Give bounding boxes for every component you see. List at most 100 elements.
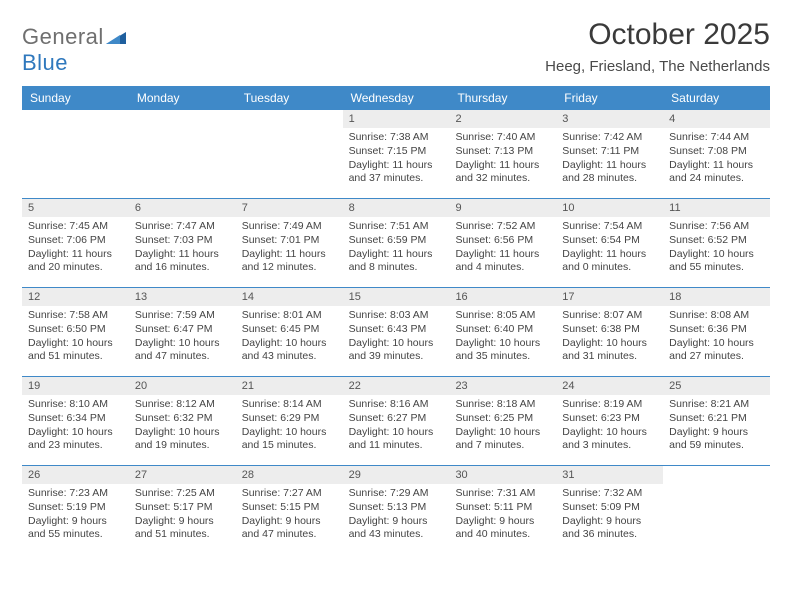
sunrise-text: Sunrise: 8:16 AM <box>349 398 444 412</box>
sunrise-text: Sunrise: 7:45 AM <box>28 220 123 234</box>
day-cell <box>22 110 129 198</box>
day-details: Sunrise: 7:25 AMSunset: 5:17 PMDaylight:… <box>129 484 236 546</box>
day-cell: 5Sunrise: 7:45 AMSunset: 7:06 PMDaylight… <box>22 199 129 287</box>
day-details: Sunrise: 7:38 AMSunset: 7:15 PMDaylight:… <box>343 128 450 190</box>
daylight2-text: and 0 minutes. <box>562 261 657 275</box>
logo-text-general: General <box>22 24 104 49</box>
day-details: Sunrise: 7:56 AMSunset: 6:52 PMDaylight:… <box>663 217 770 279</box>
daylight1-text: Daylight: 11 hours <box>669 159 764 173</box>
sunrise-text: Sunrise: 7:42 AM <box>562 131 657 145</box>
day-cell: 11Sunrise: 7:56 AMSunset: 6:52 PMDayligh… <box>663 199 770 287</box>
day-number: 23 <box>449 377 556 395</box>
day-number: 30 <box>449 466 556 484</box>
daylight2-text: and 12 minutes. <box>242 261 337 275</box>
day-number: 21 <box>236 377 343 395</box>
day-number: 31 <box>556 466 663 484</box>
day-cell: 31Sunrise: 7:32 AMSunset: 5:09 PMDayligh… <box>556 466 663 554</box>
daylight1-text: Daylight: 10 hours <box>242 337 337 351</box>
week-row: 1Sunrise: 7:38 AMSunset: 7:15 PMDaylight… <box>22 110 770 199</box>
day-number: 1 <box>343 110 450 128</box>
day-cell: 28Sunrise: 7:27 AMSunset: 5:15 PMDayligh… <box>236 466 343 554</box>
sunset-text: Sunset: 6:45 PM <box>242 323 337 337</box>
location-text: Heeg, Friesland, The Netherlands <box>545 58 770 75</box>
day-number: 5 <box>22 199 129 217</box>
sunrise-text: Sunrise: 8:14 AM <box>242 398 337 412</box>
daylight1-text: Daylight: 10 hours <box>135 337 230 351</box>
daylight1-text: Daylight: 10 hours <box>135 426 230 440</box>
daylight1-text: Daylight: 10 hours <box>455 337 550 351</box>
day-number: 28 <box>236 466 343 484</box>
sunrise-text: Sunrise: 8:05 AM <box>455 309 550 323</box>
day-details: Sunrise: 8:16 AMSunset: 6:27 PMDaylight:… <box>343 395 450 457</box>
sunset-text: Sunset: 5:11 PM <box>455 501 550 515</box>
sunrise-text: Sunrise: 7:25 AM <box>135 487 230 501</box>
daylight2-text: and 36 minutes. <box>562 528 657 542</box>
daylight2-text: and 51 minutes. <box>135 528 230 542</box>
day-cell: 15Sunrise: 8:03 AMSunset: 6:43 PMDayligh… <box>343 288 450 376</box>
day-number: 18 <box>663 288 770 306</box>
daylight2-text: and 59 minutes. <box>669 439 764 453</box>
sunset-text: Sunset: 7:06 PM <box>28 234 123 248</box>
day-cell: 18Sunrise: 8:08 AMSunset: 6:36 PMDayligh… <box>663 288 770 376</box>
day-number: 16 <box>449 288 556 306</box>
day-cell: 12Sunrise: 7:58 AMSunset: 6:50 PMDayligh… <box>22 288 129 376</box>
sunset-text: Sunset: 6:50 PM <box>28 323 123 337</box>
day-number <box>129 110 236 128</box>
sunset-text: Sunset: 7:01 PM <box>242 234 337 248</box>
day-cell <box>129 110 236 198</box>
day-number: 22 <box>343 377 450 395</box>
sunset-text: Sunset: 6:54 PM <box>562 234 657 248</box>
logo-text-blue: Blue <box>22 50 68 75</box>
weekday-header: Friday <box>556 86 663 110</box>
day-details: Sunrise: 7:49 AMSunset: 7:01 PMDaylight:… <box>236 217 343 279</box>
day-cell <box>663 466 770 554</box>
sunset-text: Sunset: 6:27 PM <box>349 412 444 426</box>
sunset-text: Sunset: 5:15 PM <box>242 501 337 515</box>
day-number: 2 <box>449 110 556 128</box>
day-details: Sunrise: 8:21 AMSunset: 6:21 PMDaylight:… <box>663 395 770 457</box>
daylight1-text: Daylight: 11 hours <box>349 248 444 262</box>
day-number: 17 <box>556 288 663 306</box>
weekday-header: Tuesday <box>236 86 343 110</box>
daylight2-text: and 32 minutes. <box>455 172 550 186</box>
weekday-header: Saturday <box>663 86 770 110</box>
sunrise-text: Sunrise: 7:49 AM <box>242 220 337 234</box>
day-cell <box>236 110 343 198</box>
day-details: Sunrise: 8:01 AMSunset: 6:45 PMDaylight:… <box>236 306 343 368</box>
sunrise-text: Sunrise: 7:31 AM <box>455 487 550 501</box>
week-row: 19Sunrise: 8:10 AMSunset: 6:34 PMDayligh… <box>22 377 770 466</box>
day-number: 24 <box>556 377 663 395</box>
day-number: 26 <box>22 466 129 484</box>
day-number: 11 <box>663 199 770 217</box>
daylight2-text: and 43 minutes. <box>349 528 444 542</box>
day-cell: 6Sunrise: 7:47 AMSunset: 7:03 PMDaylight… <box>129 199 236 287</box>
title-block: October 2025 Heeg, Friesland, The Nether… <box>545 18 770 75</box>
day-details: Sunrise: 7:47 AMSunset: 7:03 PMDaylight:… <box>129 217 236 279</box>
day-cell: 30Sunrise: 7:31 AMSunset: 5:11 PMDayligh… <box>449 466 556 554</box>
sunset-text: Sunset: 5:13 PM <box>349 501 444 515</box>
logo-triangle-icon <box>106 24 126 50</box>
daylight2-text: and 55 minutes. <box>669 261 764 275</box>
day-number: 25 <box>663 377 770 395</box>
week-row: 12Sunrise: 7:58 AMSunset: 6:50 PMDayligh… <box>22 288 770 377</box>
day-cell: 17Sunrise: 8:07 AMSunset: 6:38 PMDayligh… <box>556 288 663 376</box>
daylight1-text: Daylight: 10 hours <box>669 337 764 351</box>
day-cell: 7Sunrise: 7:49 AMSunset: 7:01 PMDaylight… <box>236 199 343 287</box>
daylight2-text: and 43 minutes. <box>242 350 337 364</box>
day-details: Sunrise: 8:07 AMSunset: 6:38 PMDaylight:… <box>556 306 663 368</box>
daylight2-text: and 4 minutes. <box>455 261 550 275</box>
day-cell: 3Sunrise: 7:42 AMSunset: 7:11 PMDaylight… <box>556 110 663 198</box>
sunset-text: Sunset: 6:21 PM <box>669 412 764 426</box>
day-details: Sunrise: 8:10 AMSunset: 6:34 PMDaylight:… <box>22 395 129 457</box>
day-details: Sunrise: 7:51 AMSunset: 6:59 PMDaylight:… <box>343 217 450 279</box>
daylight2-text: and 23 minutes. <box>28 439 123 453</box>
daylight1-text: Daylight: 11 hours <box>562 159 657 173</box>
day-cell: 19Sunrise: 8:10 AMSunset: 6:34 PMDayligh… <box>22 377 129 465</box>
day-details: Sunrise: 7:59 AMSunset: 6:47 PMDaylight:… <box>129 306 236 368</box>
daylight2-text: and 11 minutes. <box>349 439 444 453</box>
day-number: 14 <box>236 288 343 306</box>
sunset-text: Sunset: 6:59 PM <box>349 234 444 248</box>
daylight2-text: and 8 minutes. <box>349 261 444 275</box>
day-cell: 4Sunrise: 7:44 AMSunset: 7:08 PMDaylight… <box>663 110 770 198</box>
sunrise-text: Sunrise: 7:32 AM <box>562 487 657 501</box>
